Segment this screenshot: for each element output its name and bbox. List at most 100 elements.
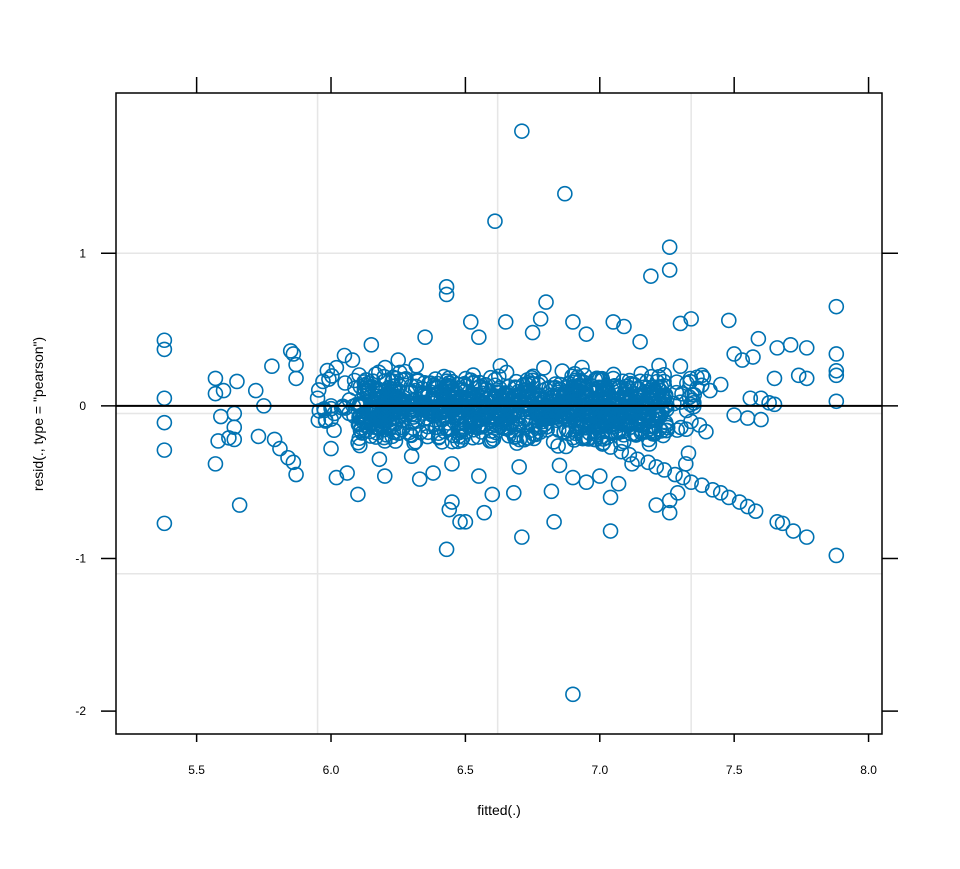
data-point: [647, 382, 663, 398]
data-point: [616, 318, 632, 335]
data-point: [231, 497, 248, 513]
data-point: [337, 375, 353, 391]
data-point: [370, 381, 387, 398]
data-point: [417, 329, 433, 345]
data-point: [399, 384, 416, 401]
data-point: [207, 370, 224, 387]
data-point: [524, 375, 540, 392]
data-point: [565, 686, 581, 703]
data-point: [712, 376, 729, 393]
data-point: [605, 314, 622, 330]
data-point: [731, 494, 748, 510]
data-point: [734, 352, 751, 368]
data-point: [551, 457, 568, 474]
x-axis-label: fitted(.): [477, 802, 521, 818]
data-point: [678, 421, 694, 438]
data-point: [426, 377, 443, 393]
data-point: [156, 390, 173, 407]
y-tick-label: -1: [75, 551, 86, 565]
x-tick-label: 5.5: [188, 763, 205, 777]
data-point: [720, 312, 737, 329]
data-point: [350, 486, 366, 503]
data-point: [323, 440, 339, 457]
data-point: [324, 368, 340, 384]
data-point: [457, 514, 474, 530]
data-point: [492, 358, 509, 374]
data-point: [229, 373, 245, 390]
data-point: [633, 365, 650, 382]
data-point: [648, 497, 665, 513]
data-point: [536, 360, 552, 376]
data-point: [250, 428, 267, 445]
data-point: [315, 373, 331, 390]
data-point: [602, 523, 619, 539]
data-point: [394, 412, 410, 429]
data-point: [543, 483, 560, 500]
data-point: [377, 407, 394, 423]
plot-border: [115, 92, 883, 735]
data-point: [624, 456, 640, 472]
data-point: [371, 451, 388, 468]
data-point: [505, 485, 522, 501]
data-point: [336, 347, 353, 364]
data-point: [436, 368, 452, 385]
data-point: [632, 333, 648, 350]
data-point: [616, 416, 633, 433]
data-point: [508, 373, 525, 390]
data-point: [446, 389, 462, 405]
data-point: [578, 326, 595, 342]
data-point: [578, 474, 595, 490]
data-point: [339, 465, 355, 481]
data-point: [613, 443, 630, 460]
data-point: [477, 395, 493, 412]
data-point: [346, 372, 363, 389]
data-point: [444, 399, 461, 416]
data-point: [602, 439, 619, 455]
data-point: [712, 485, 729, 501]
data-point: [686, 395, 702, 411]
data-point: [514, 123, 530, 139]
data-point: [285, 454, 302, 471]
data-point: [828, 346, 845, 362]
data-point: [272, 440, 288, 457]
data-point: [828, 393, 845, 410]
data-point: [594, 436, 611, 452]
data-point: [683, 474, 699, 490]
data-point: [508, 380, 525, 396]
data-point: [554, 363, 571, 379]
data-point: [417, 401, 434, 418]
data-point: [629, 451, 646, 468]
data-point: [516, 431, 533, 448]
data-point: [487, 213, 503, 229]
data-point: [659, 419, 676, 436]
data-point: [464, 386, 481, 403]
data-point: [497, 314, 514, 330]
data-point: [532, 311, 549, 327]
data-point: [362, 423, 378, 440]
data-point: [599, 380, 615, 397]
data-point: [213, 408, 229, 425]
data-point: [409, 413, 426, 429]
data-point: [698, 423, 714, 440]
data-point: [782, 337, 799, 353]
data-point: [288, 466, 304, 483]
data-point: [476, 504, 493, 521]
y-axis-label: resid(., type = "pearson"): [30, 337, 46, 491]
data-point: [156, 332, 173, 349]
data-point: [484, 486, 501, 503]
data-point: [565, 314, 581, 330]
data-point: [610, 475, 627, 492]
data-point: [621, 394, 638, 411]
data-point: [626, 426, 643, 442]
data-point: [747, 503, 764, 519]
data-point: [473, 424, 490, 440]
data-point: [605, 378, 621, 395]
data-point: [393, 372, 410, 388]
data-point: [444, 456, 460, 472]
data-point: [471, 468, 487, 484]
data-point: [490, 368, 507, 385]
data-point: [566, 412, 582, 429]
data-point: [328, 469, 345, 486]
data-point: [640, 454, 656, 471]
